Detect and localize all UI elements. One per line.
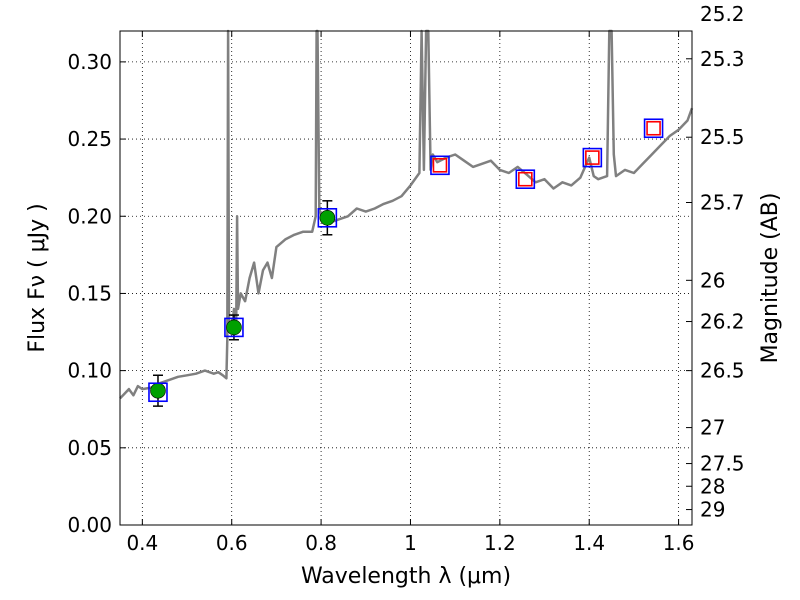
model-flux-square bbox=[430, 155, 450, 176]
model-flux-square bbox=[224, 317, 244, 338]
x-axis: 0.4 0.6 0.8 1 1.2 1.4 1.6 bbox=[126, 31, 695, 555]
x-tick-label: 0.4 bbox=[126, 531, 158, 555]
y-tick-label: 0.05 bbox=[67, 436, 112, 460]
predicted-flux-square bbox=[585, 150, 600, 165]
spectrum-line bbox=[119, 29, 694, 400]
y-tick-label: 0.00 bbox=[67, 513, 112, 537]
predicted-flux-square bbox=[432, 158, 448, 173]
plot-frame bbox=[119, 30, 693, 526]
observed-flux-point bbox=[150, 382, 166, 399]
x-tick-label: 1 bbox=[404, 531, 417, 555]
x-tick-label: 1.2 bbox=[484, 531, 516, 555]
y-tick-label: 0.30 bbox=[67, 50, 112, 74]
magnitude-tick-label: 29 bbox=[700, 498, 725, 522]
y-tick-label: 0.10 bbox=[67, 359, 112, 383]
predicted-flux-square bbox=[518, 171, 533, 187]
x-tick-label: 0.8 bbox=[305, 531, 337, 555]
y-axis-label: Flux Fν ( μJy ) bbox=[25, 203, 50, 352]
spectrum-layer bbox=[119, 29, 694, 400]
predicted-flux-square bbox=[646, 120, 661, 136]
magnitude-tick-label: 28 bbox=[700, 474, 725, 498]
magnitude-tick-label: 27.5 bbox=[700, 452, 745, 476]
magnitude-tick-label: 25.5 bbox=[700, 125, 745, 149]
x-axis-label: Wavelength λ (μm) bbox=[301, 564, 511, 589]
x-tick-label: 1.4 bbox=[573, 531, 605, 555]
model-flux-square bbox=[582, 147, 603, 168]
observed-flux-point bbox=[319, 209, 336, 226]
observed-flux-point bbox=[226, 319, 242, 336]
model-flux-square bbox=[148, 382, 168, 403]
magnitude-tick-label: 26.5 bbox=[700, 359, 745, 383]
y-tick-label: 0.15 bbox=[67, 281, 112, 305]
y-tick-label: 0.25 bbox=[67, 127, 112, 151]
y-axis: 0.00 0.05 0.10 0.15 0.20 0.25 0.30 bbox=[67, 50, 126, 537]
magnitude-tick-label: 26.2 bbox=[700, 310, 745, 334]
magnitude-tick-label: 25.3 bbox=[700, 47, 745, 71]
model-flux-square bbox=[515, 169, 536, 189]
model-flux-square bbox=[643, 118, 664, 139]
magnitude-tick-label: 25.7 bbox=[700, 191, 745, 215]
magnitude-tick-label: 27 bbox=[700, 416, 725, 440]
x-tick-label: 1.6 bbox=[663, 531, 695, 555]
x-tick-label: 0.6 bbox=[216, 531, 248, 555]
points-layer bbox=[148, 118, 664, 407]
model-flux-square bbox=[317, 207, 338, 228]
grid-layer bbox=[120, 31, 692, 526]
magnitude-tick-label: 25.2 bbox=[700, 2, 745, 26]
magnitude-tick-label: 26 bbox=[700, 268, 725, 292]
magnitude-axis-label: Magnitude (AB) bbox=[758, 193, 783, 364]
y-tick-label: 0.20 bbox=[67, 204, 112, 228]
